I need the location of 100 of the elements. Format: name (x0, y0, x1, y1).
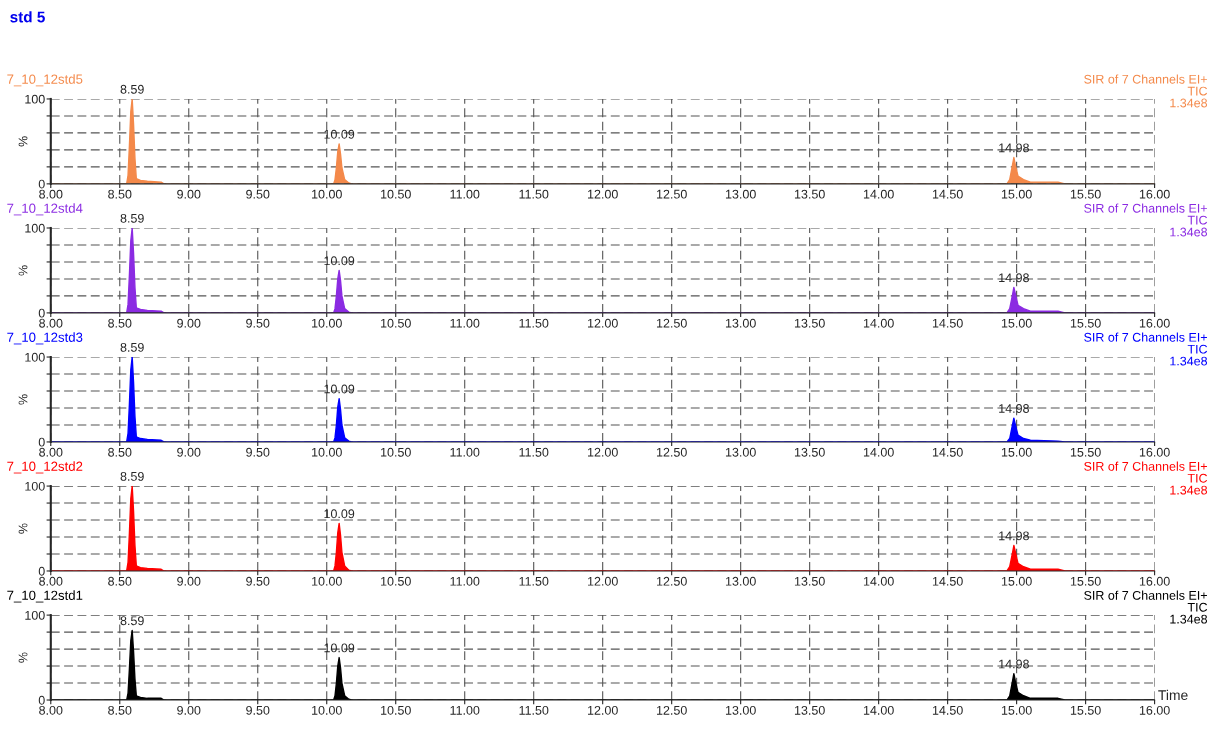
x-tick-label: 10.00 (312, 576, 342, 586)
x-tick-label: 10.50 (381, 189, 411, 199)
x-tick-label: 16.00 (1139, 705, 1170, 715)
x-tick-label: 11.50 (519, 705, 549, 715)
y-tick-label: 0 (38, 179, 45, 189)
annotation: 14.98 (999, 273, 1029, 283)
x-tick-label: 10.50 (381, 576, 411, 586)
x-tick-label: 15.00 (1001, 318, 1032, 328)
x-tick-label: 9.50 (246, 318, 270, 328)
x-tick-label: 12.00 (588, 576, 618, 586)
text: SIR of 7 Channels EI+ (1084, 461, 1207, 471)
x-tick-label: 11.50 (519, 576, 549, 586)
x-tick-label: 12.00 (588, 189, 618, 199)
x-tick-label: 9.50 (246, 447, 270, 457)
x-tick-label: 16.00 (1139, 576, 1170, 586)
x-tick-label: 14.50 (932, 705, 963, 715)
annotation: 14.98 (999, 404, 1029, 413)
x-tick-label: 8.00 (39, 447, 63, 457)
x-tick-label: 11.00 (450, 705, 480, 715)
x-tick-label: 16.00 (1139, 189, 1170, 199)
x-tick-label: 15.50 (1070, 705, 1101, 715)
y-tick-label: 0 (38, 308, 45, 318)
annotation: 10.09 (324, 256, 355, 266)
text: 1.34e8 (1170, 485, 1208, 495)
x-tick-label: 15.50 (1070, 318, 1101, 328)
x-tick-label: 13.50 (794, 189, 825, 199)
chart-subtitle: 7_10_12std3 (7, 332, 83, 345)
text: 1.34e8 (1170, 98, 1208, 108)
text: TIC (1187, 344, 1208, 354)
x-tick-label: 13.00 (725, 447, 756, 457)
x-tick-label: 13.00 (725, 576, 756, 586)
x-tick-label: 8.00 (39, 189, 63, 199)
chart-subtitle: 7_10_12std1 (7, 590, 83, 603)
text: TIC (1187, 473, 1208, 483)
x-tick-label: 12.00 (588, 447, 618, 457)
x-tick-label: 14.00 (863, 576, 894, 586)
x-tick-label: 13.50 (794, 705, 825, 715)
annotation: 8.59 (120, 342, 144, 352)
x-tick-label: 9.00 (177, 447, 201, 457)
x-tick-label: 10.50 (381, 318, 411, 328)
y-tick-label: 100 (25, 223, 45, 233)
y-axis-title: % (18, 265, 28, 276)
chart-title: std 5 (10, 11, 45, 23)
x-tick-label: 10.00 (312, 447, 342, 457)
x-tick-label: 12.00 (588, 705, 618, 715)
x-tick-label: 14.50 (932, 189, 963, 199)
x-tick-label: 13.00 (725, 705, 756, 715)
x-tick-label: 10.50 (381, 705, 411, 715)
x-tick-label: 14.50 (932, 318, 963, 328)
x-tick-label: 12.00 (588, 318, 618, 328)
annotation: 8.59 (120, 84, 144, 94)
x-tick-label: 13.00 (725, 318, 756, 328)
x-tick-label: 13.50 (794, 318, 825, 328)
x-tick-label: 8.50 (108, 705, 132, 715)
y-tick-label: 100 (25, 352, 45, 362)
annotation: 10.09 (324, 384, 355, 394)
text: SIR of 7 Channels EI+ (1084, 74, 1207, 84)
x-tick-label: 10.00 (312, 189, 342, 199)
x-tick-label: 9.50 (246, 576, 270, 586)
x-tick-label: 9.50 (246, 705, 270, 715)
y-tick-label: 100 (25, 610, 45, 620)
x-tick-label: 9.50 (246, 189, 270, 199)
text: SIR of 7 Channels EI+ (1084, 203, 1207, 213)
annotation: 8.59 (120, 213, 144, 223)
chart-subtitle: 7_10_12std4 (7, 203, 83, 216)
x-tick-label: 13.00 (725, 189, 756, 199)
x-tick-label: 8.50 (108, 189, 132, 199)
x-tick-label: 9.00 (177, 318, 201, 328)
x-tick-label: 9.00 (177, 576, 201, 586)
x-tick-label: 12.50 (656, 189, 687, 199)
annotation: 14.98 (999, 531, 1029, 541)
x-tick-label: 9.00 (177, 705, 201, 715)
x-tick-label: 15.00 (1001, 705, 1032, 715)
x-tick-label: 15.50 (1070, 447, 1101, 457)
x-tick-label: 8.50 (108, 318, 132, 328)
x-tick-label: 16.00 (1139, 447, 1170, 457)
x-tick-label: 14.00 (863, 447, 894, 457)
y-tick-label: 0 (38, 695, 45, 705)
y-axis-title: % (18, 523, 28, 534)
text: TIC (1187, 86, 1208, 96)
x-tick-label: 8.00 (39, 318, 63, 328)
chart-subtitle: 7_10_12std5 (7, 74, 83, 87)
text: 1.34e8 (1170, 227, 1208, 237)
x-tick-label: 10.00 (312, 318, 342, 328)
x-tick-label: 16.00 (1139, 318, 1170, 328)
text: SIR of 7 Channels EI+ (1084, 590, 1207, 600)
x-tick-label: 8.50 (108, 576, 132, 586)
x-tick-label: 14.50 (932, 447, 963, 457)
y-axis-title: % (18, 136, 28, 147)
annotation: 8.59 (120, 471, 144, 481)
x-tick-label: 15.00 (1001, 189, 1032, 199)
x-tick-label: 11.50 (519, 318, 549, 328)
text: SIR of 7 Channels EI+ (1084, 332, 1207, 342)
annotation: 10.09 (324, 643, 355, 653)
y-tick-label: 0 (38, 437, 45, 447)
annotation: 14.98 (999, 659, 1029, 669)
x-tick-label: 14.00 (863, 189, 894, 199)
x-tick-label: 15.00 (1001, 576, 1032, 586)
y-tick-label: 0 (38, 566, 45, 576)
x-tick-label: 13.50 (794, 576, 825, 586)
